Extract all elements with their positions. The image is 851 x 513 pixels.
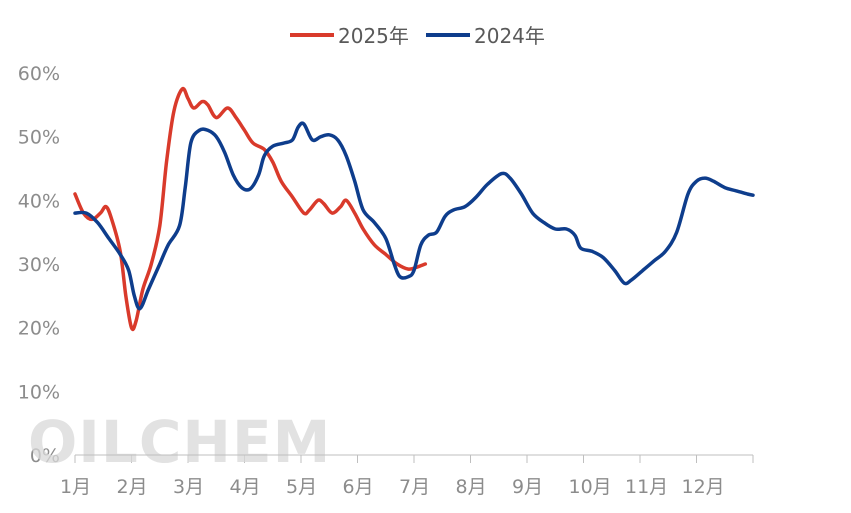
x-tick-label: 12月	[682, 476, 725, 498]
x-tick-label: 2月	[117, 476, 148, 498]
y-tick-label: 40%	[18, 190, 60, 212]
x-axis-ticks: 1月 2月 3月 4月 5月 6月 7月 8月 9月 10月 11月 12月	[60, 476, 725, 498]
y-axis-ticks: 0% 10% 20% 30% 40% 50% 60%	[18, 63, 60, 467]
series-line-2024	[73, 121, 755, 311]
x-tick-label: 9月	[512, 476, 543, 498]
legend-label: 2024年	[474, 24, 545, 48]
y-tick-label: 60%	[18, 63, 60, 85]
y-tick-label: 20%	[18, 318, 60, 340]
x-tick-label: 5月	[286, 476, 317, 498]
x-tick-label: 7月	[399, 476, 430, 498]
series-lines	[73, 86, 755, 332]
watermark: OILCHEM	[28, 408, 331, 476]
series-line-2025	[73, 86, 428, 332]
x-tick-label: 11月	[625, 476, 668, 498]
y-tick-label: 10%	[18, 381, 60, 403]
legend: 2025年 2024年	[290, 24, 545, 48]
y-tick-label: 50%	[18, 127, 60, 149]
x-tick-label: 3月	[173, 476, 204, 498]
x-tick-label: 6月	[343, 476, 374, 498]
y-tick-label: 0%	[30, 445, 60, 467]
x-tick-label: 8月	[456, 476, 487, 498]
x-tick-label: 10月	[569, 476, 612, 498]
x-tick-label: 1月	[60, 476, 91, 498]
y-tick-label: 30%	[18, 254, 60, 276]
grid-lines	[74, 455, 754, 463]
legend-label: 2025年	[338, 24, 409, 48]
x-tick-label: 4月	[230, 476, 261, 498]
